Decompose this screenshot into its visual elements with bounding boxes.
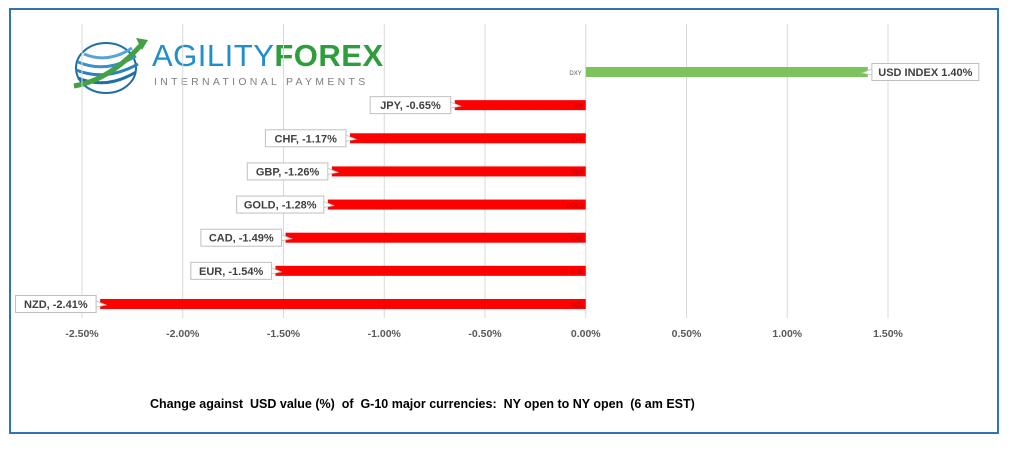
data-label: CAD, -1.49% xyxy=(209,233,274,245)
bar xyxy=(331,166,586,177)
x-tick-label: 1.50% xyxy=(873,328,903,340)
data-label-pointer xyxy=(450,101,463,109)
data-label-pointer xyxy=(345,134,358,142)
x-tick-label: -2.00% xyxy=(166,328,200,340)
category-label: CHF xyxy=(571,137,584,143)
data-label-pointer xyxy=(271,267,283,275)
bar xyxy=(349,133,586,144)
data-label: GOLD, -1.28% xyxy=(244,200,317,212)
bar xyxy=(454,100,586,111)
data-label-pointer xyxy=(281,234,293,242)
agility-forex-logo: AGILITYFOREX INTERNATIONAL PAYMENTS xyxy=(70,28,383,98)
category-label: EUR xyxy=(571,270,584,276)
data-label-pointer xyxy=(95,300,108,308)
data-label: GBP, -1.26% xyxy=(256,166,320,178)
data-label-pointer xyxy=(327,167,340,175)
data-label: JPY, -0.65% xyxy=(380,100,441,112)
x-tick-label: 0.50% xyxy=(672,328,702,340)
brand-tagline: INTERNATIONAL PAYMENTS xyxy=(154,76,369,88)
bar xyxy=(275,265,586,276)
category-label: JPY xyxy=(573,104,584,110)
x-tick-label: -1.00% xyxy=(368,328,402,340)
data-label-pointer xyxy=(323,200,336,209)
category-label: DXY xyxy=(569,71,581,77)
data-label-pointer xyxy=(860,68,873,76)
category-label: GOLD xyxy=(567,204,585,210)
x-tick-label: -2.50% xyxy=(65,328,99,340)
category-label: NZD xyxy=(571,303,584,309)
x-tick-label: -1.50% xyxy=(267,328,301,340)
data-label: EUR, -1.54% xyxy=(199,266,263,278)
chart-caption: Change against USD value (%) of G-10 maj… xyxy=(150,397,695,411)
bar xyxy=(585,67,868,77)
x-tick-label: 1.00% xyxy=(772,328,802,340)
bar xyxy=(100,298,586,309)
data-label: NZD, -2.41% xyxy=(24,299,88,311)
x-tick-label: 0.00% xyxy=(571,328,601,340)
brand-name: AGILITYFOREX xyxy=(152,38,384,73)
data-label: CHF, -1.17% xyxy=(275,133,338,145)
globe-swoosh-icon xyxy=(73,38,148,94)
bar xyxy=(327,199,586,210)
data-label: USD INDEX 1.40% xyxy=(878,67,972,79)
bar xyxy=(285,232,586,243)
x-tick-label: -0.50% xyxy=(468,328,502,340)
category-label: CAD xyxy=(571,237,584,243)
chart-frame xyxy=(9,8,999,434)
category-label: GBP xyxy=(571,170,584,176)
